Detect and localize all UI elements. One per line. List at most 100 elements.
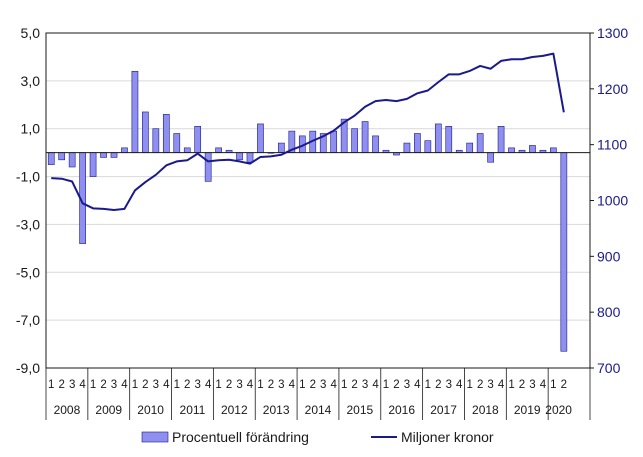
bar [372, 135, 379, 153]
bar [414, 133, 421, 153]
quarter-label: 2 [184, 379, 190, 391]
legend-label-bar: Procentuell förändring [172, 429, 309, 445]
year-label: 2020 [545, 403, 572, 417]
left-tick-label: -7,0 [16, 312, 40, 328]
quarter-label: 3 [404, 379, 410, 391]
quarter-label: 4 [247, 379, 254, 391]
bar [424, 140, 432, 153]
bar [194, 126, 202, 153]
quarter-label: 3 [362, 379, 368, 391]
quarter-label: 4 [414, 379, 421, 391]
quarter-label: 3 [111, 379, 117, 391]
bar [183, 147, 191, 153]
quarter-label: 1 [90, 379, 96, 391]
quarter-label: 4 [121, 379, 128, 391]
year-label: 2009 [95, 403, 122, 417]
bar [68, 152, 76, 168]
quarter-label: 4 [540, 379, 547, 391]
plot-frame [45, 32, 591, 369]
year-label: 2018 [472, 403, 499, 417]
legend: Procentuell förändring Miljoner kronor [141, 429, 494, 445]
year-label: 2016 [388, 403, 415, 417]
bar [58, 152, 66, 161]
quarter-label: 1 [215, 379, 221, 391]
bar [434, 123, 442, 153]
bar [550, 147, 557, 153]
year-label: 2011 [180, 403, 206, 417]
right-tick-label: 800 [597, 304, 621, 320]
bar [89, 152, 97, 177]
left-tick-label: 1,0 [21, 121, 41, 137]
quarter-label: 3 [153, 379, 159, 391]
bar [487, 152, 494, 163]
bar [330, 130, 338, 153]
bar [246, 152, 254, 163]
right-tick-label: 1300 [597, 25, 628, 41]
quarter-label: 4 [163, 379, 170, 391]
quarter-label: 3 [278, 379, 284, 391]
quarter-label: 1 [466, 379, 472, 391]
quarter-label: 2 [58, 379, 64, 391]
quarter-label: 1 [341, 379, 347, 391]
bar [100, 152, 107, 158]
bar-series [46, 70, 590, 352]
bar [236, 152, 243, 161]
right-axis: 1300 1200 1100 1000 900 800 700 [590, 25, 628, 376]
left-tick-label: 3,0 [21, 73, 41, 89]
quarter-label: 1 [550, 379, 556, 391]
year-label: 2008 [54, 403, 81, 417]
right-tick-label: 1000 [597, 193, 628, 209]
bar [152, 128, 160, 153]
left-tick-label: -9,0 [16, 360, 40, 376]
series-line-miljoner-kronor [51, 52, 565, 211]
quarter-label: 1 [174, 379, 180, 391]
bar [560, 152, 568, 352]
left-tick-label: -3,0 [16, 216, 40, 232]
quarter-label: 3 [446, 379, 452, 391]
left-tick-label: 5,0 [21, 25, 41, 41]
quarter-label: 1 [257, 379, 263, 391]
bar [497, 126, 505, 153]
quarter-label: 2 [268, 379, 274, 391]
quarter-label: 4 [330, 379, 337, 391]
bar [361, 121, 369, 153]
year-label: 2015 [346, 403, 373, 417]
quarter-label: 3 [529, 379, 535, 391]
quarter-label: 1 [132, 379, 138, 391]
bar [351, 128, 358, 153]
bar [529, 145, 536, 153]
quarter-label: 2 [393, 379, 399, 391]
bar [110, 152, 118, 158]
quarter-label: 3 [236, 379, 242, 391]
legend-label-line: Miljoner kronor [401, 429, 494, 445]
quarter-label: 4 [498, 379, 505, 391]
quarter-label: 3 [194, 379, 200, 391]
right-tick-label: 900 [597, 248, 621, 264]
bar [476, 133, 484, 153]
left-axis: 5,0 3,0 1,0 -1,0 -3,0 -5,0 -7,0 -9,0 [16, 25, 40, 376]
quarter-label: 2 [477, 379, 483, 391]
line-series [51, 52, 565, 211]
quarter-label: 1 [383, 379, 389, 391]
year-label: 2017 [430, 403, 457, 417]
quarter-label: 4 [289, 379, 296, 391]
year-label: 2012 [221, 403, 248, 417]
quarter-label: 2 [142, 379, 148, 391]
bar [445, 126, 453, 153]
quarter-label: 2 [519, 379, 525, 391]
quarter-label: 1 [299, 379, 305, 391]
bar [131, 70, 139, 153]
bar [121, 147, 128, 153]
bar [173, 133, 181, 153]
bar [204, 152, 212, 182]
year-label: 2013 [263, 403, 290, 417]
bar [278, 142, 285, 153]
quarter-label: 3 [69, 379, 75, 391]
quarter-label: 1 [425, 379, 431, 391]
gridlines [46, 32, 590, 369]
bar [47, 152, 55, 165]
year-label: 2014 [305, 403, 332, 417]
